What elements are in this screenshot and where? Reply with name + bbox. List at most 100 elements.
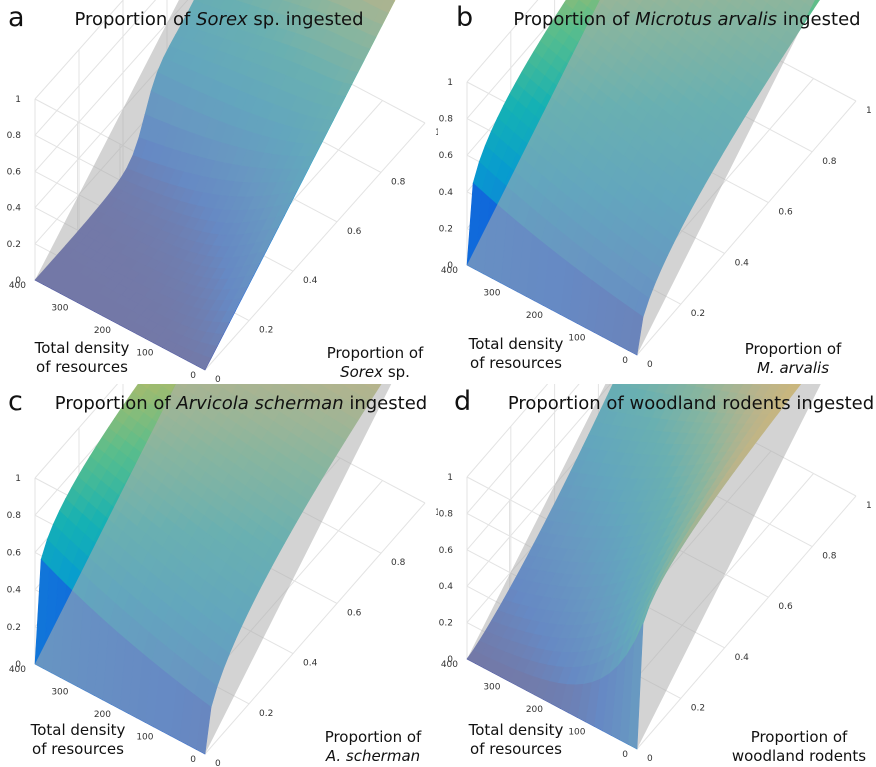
y-tick-label: 100 <box>136 733 153 743</box>
axis-ticks: 00.20.40.60.81010020030040000.20.40.60.8… <box>439 78 872 370</box>
z-tick-label: 0.6 <box>7 167 22 177</box>
y-axis-label: Total density of resources <box>30 721 126 758</box>
reference-plane <box>35 0 396 370</box>
y-tick-label: 400 <box>441 660 458 670</box>
y-tick-label: 400 <box>9 665 26 675</box>
x-tick-label: 0.2 <box>691 703 705 713</box>
x-axis-label: Proportion of M. arvalis <box>744 340 842 377</box>
axis-ticks: 00.20.40.60.81010020030040000.20.40.60.8… <box>439 473 872 764</box>
x-axis-label: Proportion of woodland rodents <box>731 728 867 765</box>
y-axis-label: Total density of resources <box>468 721 564 758</box>
x-axis-label: Proportion of Sorex sp. <box>326 344 424 381</box>
z-tick-label: 1 <box>447 473 453 483</box>
y-tick-label: 0 <box>190 755 196 765</box>
y-tick-label: 100 <box>568 334 585 344</box>
reference-plane <box>35 384 392 754</box>
y-tick-label: 300 <box>51 304 68 314</box>
panel-letter: a <box>8 2 25 33</box>
y-tick-label: 0 <box>622 750 628 760</box>
z-tick-label: 0.8 <box>7 131 22 141</box>
reference-plane <box>467 0 815 355</box>
x-tick-label: 0.8 <box>391 177 406 187</box>
panel-title: Proportion of Microtus arvalis ingested <box>513 9 861 30</box>
x-tick-label: 0 <box>215 375 221 383</box>
x-tick-label: 1 <box>866 106 872 116</box>
y-tick-label: 200 <box>94 326 111 336</box>
panel-title: Proportion of Arvicola scherman ingested <box>54 393 428 414</box>
z-tick-label: 0.8 <box>439 509 454 519</box>
x-tick-label: 0.6 <box>347 608 362 618</box>
y-axis-label: Total density of resources <box>468 335 564 372</box>
z-tick-label: 0.2 <box>7 623 21 633</box>
y-axis-label: Total density of resources <box>34 339 130 376</box>
y-tick-label: 300 <box>483 289 500 299</box>
x-tick-label: 0 <box>647 360 653 370</box>
panel-letter: c <box>8 386 23 417</box>
x-tick-label: 0.8 <box>822 157 837 167</box>
reference-plane <box>467 384 821 749</box>
z-tick-label: 0.2 <box>7 240 21 250</box>
y-tick-label: 0 <box>622 356 628 366</box>
panel-title: Proportion of woodland rodents ingested <box>507 393 875 414</box>
x-tick-label: 0.4 <box>735 653 750 663</box>
axis-ticks: 00.20.40.60.81010020030040000.20.40.60.8… <box>7 95 438 383</box>
x-tick-label: 1 <box>435 128 438 138</box>
panel-letter: b <box>456 2 474 33</box>
z-tick-label: 1 <box>15 95 21 105</box>
x-tick-label: 0.2 <box>259 709 273 719</box>
z-tick-label: 0.4 <box>439 188 454 198</box>
x-tick-label: 0.8 <box>822 552 837 562</box>
panel-letter: d <box>454 386 472 417</box>
z-tick-label: 0.4 <box>7 204 22 214</box>
z-tick-label: 0.6 <box>439 546 454 556</box>
axis-ticks: 00.20.40.60.81010020030040000.20.40.60.8… <box>7 474 438 767</box>
y-tick-label: 0 <box>190 371 196 381</box>
y-tick-label: 300 <box>51 688 68 698</box>
panel-a: 0 0.2 0.4 0.6 0.8 1 0 100 200 300 400 0 0.2 0.4 0.6 0.8… <box>0 0 438 383</box>
x-axis-label: Proportion of A. scherman <box>324 728 422 765</box>
z-tick-label: 0.6 <box>7 548 22 558</box>
surface-plot-c: 00.20.40.60.81010020030040000.20.40.60.8… <box>7 384 438 767</box>
z-tick-label: 0.4 <box>7 586 22 596</box>
panel-d: 0 0.2 0.4 0.6 0.8 1 0 100 200 300 400 0 0.2 0.4 0.6 0.8… <box>438 384 876 767</box>
surface-plot-a: 00.20.40.60.81010020030040000.20.40.60.8… <box>7 0 438 383</box>
z-tick-label: 1 <box>15 474 21 484</box>
z-tick-label: 0.2 <box>439 619 453 629</box>
z-tick-label: 0 <box>15 660 21 670</box>
x-tick-label: 0 <box>215 759 221 767</box>
z-tick-label: 0.4 <box>439 582 454 592</box>
x-tick-label: 0.6 <box>778 208 793 218</box>
x-tick-label: 0.8 <box>391 558 406 568</box>
x-tick-label: 0.4 <box>303 276 318 286</box>
z-tick-label: 0.8 <box>7 511 22 521</box>
x-tick-label: 0.2 <box>259 326 273 336</box>
y-tick-label: 400 <box>441 266 458 276</box>
x-tick-label: 0.6 <box>347 227 362 237</box>
y-tick-label: 400 <box>9 281 26 291</box>
z-tick-label: 0.6 <box>439 151 454 161</box>
surface-plot-b: 00.20.40.60.81010020030040000.20.40.60.8… <box>439 0 872 370</box>
surface-plot-d: 00.20.40.60.81010020030040000.20.40.60.8… <box>439 384 872 764</box>
z-tick-label: 0 <box>447 655 453 665</box>
x-tick-label: 0.6 <box>778 602 793 612</box>
panel-title: Proportion of Sorex sp. ingested <box>74 9 364 30</box>
y-tick-label: 200 <box>94 710 111 720</box>
y-tick-label: 100 <box>568 728 585 738</box>
y-tick-label: 200 <box>526 311 543 321</box>
y-tick-label: 200 <box>526 705 543 715</box>
x-tick-label: 1 <box>435 508 438 518</box>
y-tick-label: 300 <box>483 683 500 693</box>
panel-b: 0 0.2 0.4 0.6 0.8 1 0 100 200 300 400 0 0.2 0.4 0.6 0.8… <box>438 0 876 383</box>
z-tick-label: 0.8 <box>439 115 454 125</box>
x-tick-label: 1 <box>866 501 872 511</box>
y-tick-label: 100 <box>136 349 153 359</box>
z-tick-label: 1 <box>447 78 453 88</box>
x-tick-label: 0.4 <box>303 659 318 669</box>
x-tick-label: 0 <box>647 754 653 764</box>
panel-c: 0 0.2 0.4 0.6 0.8 1 0 100 200 300 400 0 0.2 0.4 0.6 0.8… <box>0 384 438 767</box>
z-tick-label: 0 <box>447 261 453 271</box>
z-tick-label: 0.2 <box>439 224 453 234</box>
x-tick-label: 0.4 <box>735 258 750 268</box>
x-tick-label: 0.2 <box>691 309 705 319</box>
z-tick-label: 0 <box>15 276 21 286</box>
